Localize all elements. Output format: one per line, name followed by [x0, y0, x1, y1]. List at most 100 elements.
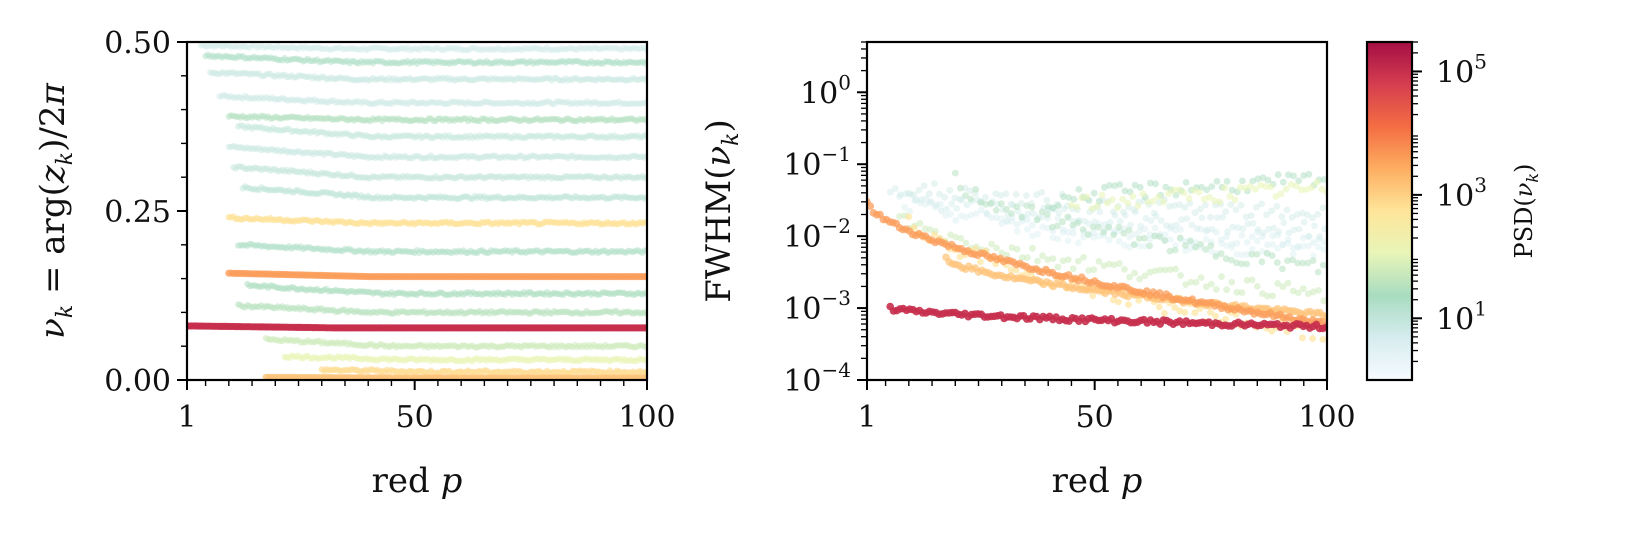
point [346, 131, 353, 139]
point [588, 154, 595, 161]
point [604, 154, 611, 162]
point [369, 195, 377, 202]
point [606, 132, 613, 139]
point [409, 45, 416, 53]
point [997, 200, 1005, 208]
point [427, 98, 435, 106]
point [269, 166, 277, 173]
point [434, 194, 442, 202]
point [211, 43, 219, 50]
point [1248, 276, 1256, 284]
point [306, 149, 314, 156]
point [615, 154, 623, 162]
point [262, 146, 270, 153]
point [464, 193, 472, 200]
point [530, 152, 537, 159]
point [1105, 236, 1113, 244]
point [286, 97, 293, 104]
point [967, 195, 974, 203]
point [625, 154, 632, 162]
point [611, 99, 618, 107]
point [353, 77, 360, 84]
point [302, 127, 309, 135]
point [606, 100, 613, 107]
point [309, 44, 316, 51]
point [1264, 241, 1271, 249]
point [258, 42, 265, 49]
point [379, 44, 386, 52]
point [355, 131, 363, 138]
point [355, 247, 363, 254]
point [1295, 225, 1303, 233]
point [434, 132, 442, 140]
point [588, 45, 595, 53]
point [632, 133, 639, 140]
point [1208, 183, 1216, 191]
point [300, 45, 307, 52]
point [267, 186, 274, 194]
point [481, 75, 488, 82]
point [462, 46, 469, 54]
point [290, 97, 298, 104]
point [281, 146, 288, 154]
point [255, 124, 263, 131]
point [490, 46, 497, 53]
point [420, 155, 428, 162]
point [395, 98, 402, 106]
point [485, 173, 493, 180]
point [481, 193, 488, 200]
point [221, 43, 228, 50]
point [1280, 219, 1288, 227]
point [1152, 180, 1159, 188]
point [467, 76, 474, 84]
point [395, 194, 402, 201]
point [618, 195, 625, 202]
point [516, 45, 523, 53]
series-mode-0.153 [225, 269, 647, 281]
series-mode-0.470 [202, 51, 647, 67]
point [369, 134, 377, 141]
point [590, 132, 597, 139]
point [530, 44, 537, 51]
point [609, 99, 616, 107]
point [413, 76, 421, 83]
point [241, 69, 249, 77]
point [260, 125, 267, 132]
point [523, 172, 530, 180]
point [251, 42, 258, 49]
point [262, 186, 270, 193]
point [397, 45, 404, 52]
point [578, 100, 586, 107]
point [1239, 225, 1247, 233]
point [211, 69, 219, 76]
point [281, 71, 288, 78]
point [420, 75, 428, 82]
point [320, 245, 328, 253]
point [221, 69, 228, 76]
point [627, 173, 634, 181]
point [214, 42, 221, 48]
point [1207, 242, 1215, 250]
point [325, 129, 332, 137]
point [399, 75, 407, 83]
point [1248, 233, 1256, 241]
point [613, 154, 620, 161]
point [302, 73, 309, 81]
point [262, 71, 270, 78]
point [488, 172, 495, 180]
point [1273, 259, 1281, 266]
point [539, 76, 546, 83]
point [511, 154, 518, 161]
point [536, 100, 544, 107]
point [504, 45, 511, 52]
point [432, 155, 439, 162]
point [311, 96, 318, 103]
point [571, 74, 579, 82]
point [316, 129, 323, 136]
point [327, 189, 335, 197]
point [1028, 203, 1036, 211]
point [585, 154, 593, 161]
point [993, 244, 1000, 252]
point [302, 98, 309, 105]
point [330, 76, 337, 83]
